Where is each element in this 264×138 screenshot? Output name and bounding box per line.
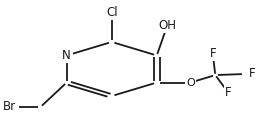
Text: F: F (209, 47, 216, 60)
Text: O: O (186, 78, 195, 87)
Text: OH: OH (158, 19, 176, 32)
Text: F: F (225, 86, 232, 99)
Text: F: F (248, 67, 255, 80)
Text: Cl: Cl (106, 6, 117, 19)
Text: Br: Br (3, 100, 16, 113)
Text: N: N (62, 49, 71, 62)
